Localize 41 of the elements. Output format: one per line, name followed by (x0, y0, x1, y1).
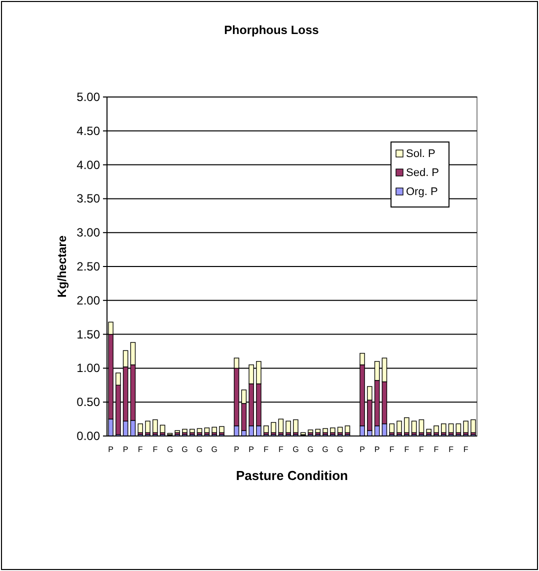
y-tick-label: 5.00 (76, 90, 100, 104)
x-tick-label: P (234, 445, 240, 454)
y-tick-label: 1.00 (76, 361, 100, 376)
x-tick-label: F (138, 445, 143, 454)
x-tick-label: F (434, 445, 439, 454)
chart-title: Phorphous Loss (224, 23, 320, 37)
x-tick-label: G (336, 445, 344, 454)
x-tick-label: G (292, 445, 299, 454)
y-tick-label: 3.00 (76, 226, 100, 240)
x-tick-label: G (322, 445, 328, 454)
y-tick-label: 2.50 (76, 260, 100, 274)
legend-label: Sol. P (406, 148, 436, 160)
legend-label: Org. P (406, 186, 438, 198)
x-tick-label: F (404, 445, 410, 454)
y-tick-label: 0.50 (76, 395, 100, 410)
legend-label: Sed. P (406, 167, 440, 179)
y-tick-label: 0.00 (76, 429, 100, 443)
x-tick-label: F (278, 445, 284, 454)
x-tick-label: P (108, 445, 114, 454)
x-tick-label: F (463, 445, 468, 454)
x-tick-label: G (182, 445, 188, 454)
x-tick-label: F (389, 445, 394, 454)
x-tick-label: P (122, 445, 128, 454)
x-tick-label: F (264, 445, 269, 454)
x-tick-label: P (360, 445, 365, 454)
x-tick-label: F (448, 445, 454, 454)
x-tick-label: G (196, 445, 203, 454)
y-tick-label: 1.50 (76, 327, 100, 342)
x-tick-label: P (374, 445, 380, 454)
x-tick-label: G (307, 445, 314, 454)
x-tick-label: G (211, 445, 218, 454)
y-tick-label: 2.00 (76, 293, 100, 308)
x-tick-label: F (152, 445, 158, 454)
y-tick-label: 3.50 (76, 192, 100, 206)
x-tick-label: P (248, 445, 254, 454)
y-axis-title: Kg/hectare (55, 235, 69, 298)
y-tick-label: 4.00 (76, 158, 100, 172)
x-tick-label: F (419, 445, 424, 454)
x-axis-title: Pasture Condition (236, 468, 348, 483)
y-tick-label: 4.50 (76, 124, 100, 138)
x-tick-label: G (166, 445, 174, 454)
